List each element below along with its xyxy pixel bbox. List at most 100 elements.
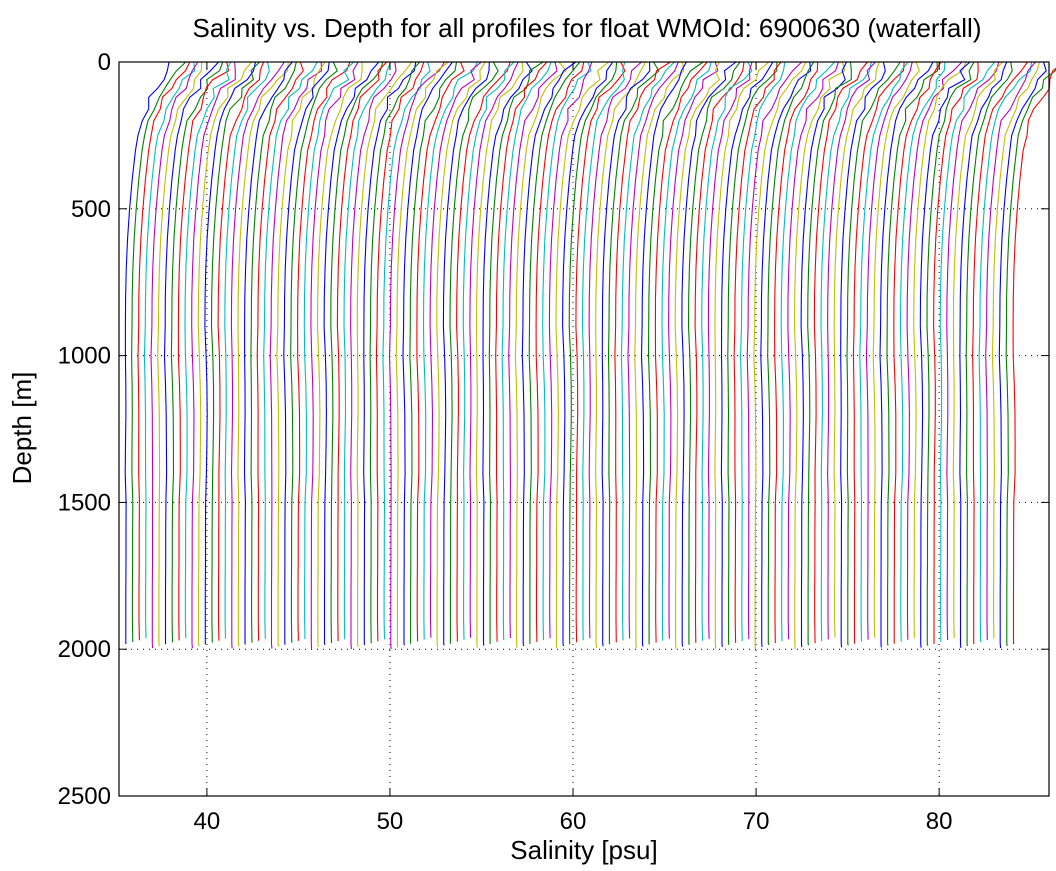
profile-line — [998, 61, 1047, 649]
profile-line — [800, 61, 847, 648]
profile-line — [827, 61, 876, 640]
profile-line — [879, 61, 934, 648]
profile-line — [859, 61, 909, 642]
profile-line — [978, 61, 1033, 643]
profile-line — [263, 61, 318, 639]
y-tick-label: 0 — [98, 49, 111, 76]
profile-line — [269, 61, 323, 649]
profile-line — [681, 61, 737, 647]
y-tick-label: 1500 — [58, 489, 111, 516]
profile-line — [1012, 67, 1056, 645]
profile-line — [548, 61, 593, 639]
profile-line — [290, 61, 338, 643]
profile-line — [568, 61, 618, 645]
profile-line — [701, 61, 753, 641]
profile-line — [475, 61, 524, 648]
profile-line — [224, 61, 270, 639]
profile-line — [382, 61, 431, 640]
profile-line — [217, 61, 265, 641]
profile-line — [256, 61, 304, 641]
profile-line — [952, 61, 1004, 639]
profile-line — [429, 61, 482, 638]
profile-line — [607, 61, 660, 645]
profile-line — [687, 61, 741, 645]
profile-line — [714, 61, 770, 649]
profile-line — [647, 61, 704, 645]
profile-line — [872, 61, 920, 638]
x-tick-label: 50 — [377, 808, 404, 835]
profile-line — [767, 61, 815, 646]
profile-line — [760, 61, 812, 647]
profile-line — [303, 61, 355, 640]
profile-line — [456, 61, 511, 642]
profile-line — [124, 61, 170, 645]
x-tick-label: 40 — [194, 808, 221, 835]
x-tick-label: 80 — [926, 808, 953, 835]
profile-line — [150, 61, 199, 649]
profile-line — [668, 61, 719, 639]
profile-line — [184, 61, 232, 639]
profile-line — [157, 61, 203, 647]
profile-line — [243, 61, 293, 645]
profile-line — [542, 61, 592, 641]
profile-line — [395, 61, 449, 648]
profile-line — [562, 61, 614, 647]
profile-line — [893, 61, 942, 645]
profile-line — [250, 61, 297, 643]
profile-line — [388, 61, 445, 650]
x-axis-label: Salinity [psu] — [510, 835, 657, 865]
profile-line — [528, 61, 581, 645]
profile-line — [276, 61, 326, 647]
profile-line — [595, 61, 646, 649]
profile-line — [449, 61, 499, 644]
profile-line — [402, 61, 453, 646]
profile-line — [163, 61, 220, 645]
profile-line — [707, 61, 753, 639]
profile-line — [985, 61, 1036, 641]
profile-line — [555, 61, 610, 649]
profile-line — [939, 61, 996, 642]
profile-line — [177, 61, 230, 641]
profile-line — [310, 61, 359, 649]
profile-line — [501, 61, 552, 640]
profile-line — [442, 61, 490, 646]
profile-line — [946, 61, 1000, 641]
y-tick-label: 1000 — [58, 343, 111, 370]
profile-line — [350, 61, 397, 650]
profile-line — [197, 61, 252, 647]
profile-line — [740, 61, 786, 642]
axis-ticks: 40 50 60 70 80 0 500 1000 1500 2000 2500 — [58, 49, 1049, 835]
x-tick-label: 70 — [743, 808, 770, 835]
profile-line — [375, 61, 425, 642]
profile-line — [654, 61, 708, 643]
plot-frame — [118, 61, 1050, 797]
profile-line — [1005, 68, 1056, 647]
profile-line — [131, 61, 187, 643]
profile-line — [852, 61, 905, 644]
profile-line — [521, 61, 577, 646]
profile-line — [283, 61, 330, 645]
profile-line — [807, 61, 852, 646]
profile-line — [661, 61, 712, 641]
profile-line — [416, 61, 465, 642]
profile-line — [919, 61, 971, 648]
profile-line — [343, 61, 392, 640]
profile-line — [210, 61, 260, 643]
profile-line — [488, 61, 544, 645]
profile-lines — [124, 61, 1056, 650]
profile-line — [833, 61, 880, 638]
profile-line — [733, 61, 782, 643]
profile-line — [230, 61, 285, 649]
profile-line — [906, 61, 963, 640]
profile-line — [899, 61, 946, 642]
profile-line — [913, 61, 967, 638]
profile-line — [746, 61, 803, 640]
profile-line — [972, 61, 1028, 645]
profile-line — [409, 61, 458, 644]
profile-line — [316, 61, 363, 647]
profile-line — [581, 61, 626, 641]
profile-line — [363, 61, 417, 646]
profile-line — [588, 61, 642, 639]
profile-line — [514, 61, 567, 648]
profile-line — [991, 61, 1041, 639]
